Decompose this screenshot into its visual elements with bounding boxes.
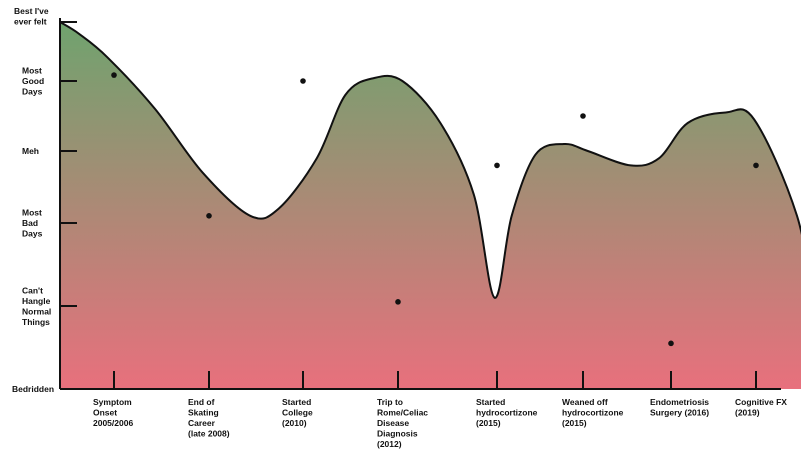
event-point xyxy=(580,113,586,119)
event-label: End of Skating Career (late 2008) xyxy=(188,397,230,439)
event-point xyxy=(111,72,117,78)
event-point xyxy=(206,213,212,219)
event-label: Trip to Rome/Celiac Disease Diagnosis (2012) xyxy=(377,397,428,449)
event-label: Started College (2010) xyxy=(282,397,313,428)
event-point xyxy=(753,162,759,169)
y-level-label: Most Good Days xyxy=(22,66,44,97)
y-level-label: Bedridden xyxy=(12,384,54,394)
event-label: Started hydrocortizone (2015) xyxy=(476,397,538,428)
event-point xyxy=(494,162,500,169)
y-level-label: Can't Hangle Normal Things xyxy=(22,285,51,327)
y-level-label: Most Bad Days xyxy=(22,208,43,239)
event-point xyxy=(668,340,674,347)
event-label: Weaned off hydrocortizone (2015) xyxy=(562,397,624,428)
event-label: Cognitive FX (2019) xyxy=(735,397,787,418)
feeling-area-fill xyxy=(60,22,801,389)
event-point xyxy=(395,299,401,305)
feeling-curve-line xyxy=(59,21,801,299)
event-point xyxy=(300,78,306,84)
event-label: Endometriosis Surgery (2016) xyxy=(650,397,709,418)
y-level-label: Meh xyxy=(22,146,39,156)
event-label: Symptom Onset 2005/2006 xyxy=(93,397,133,428)
y-level-label: Best I've ever felt xyxy=(14,6,49,27)
